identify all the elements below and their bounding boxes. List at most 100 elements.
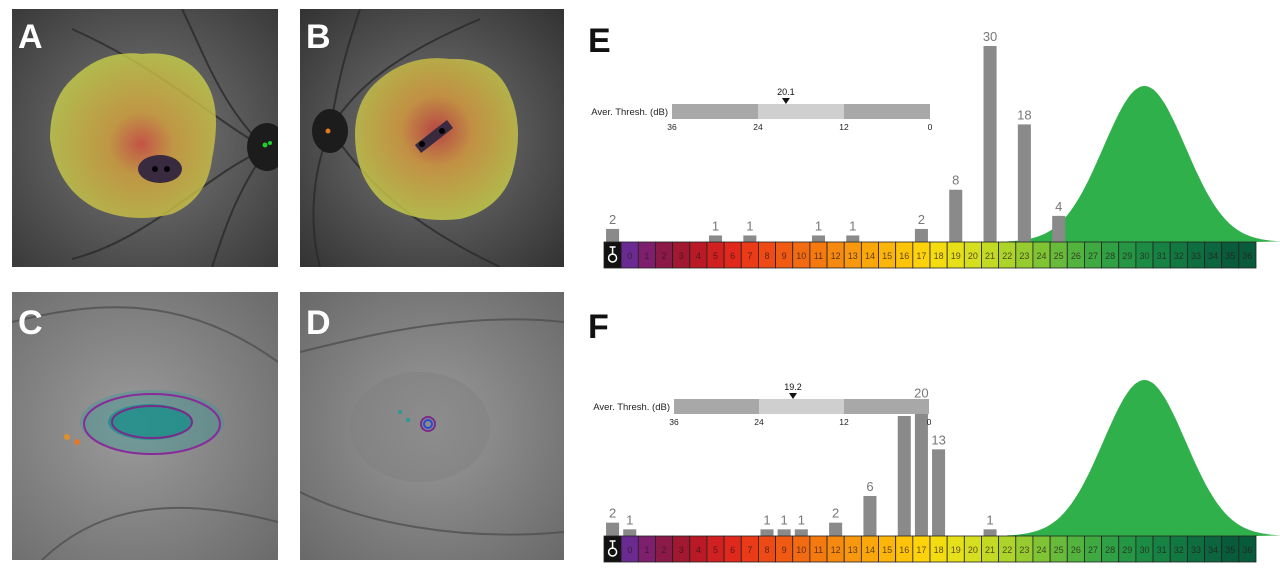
histogram-bar — [932, 449, 946, 536]
scale-tick-label: 26 — [1071, 251, 1081, 261]
avg-threshold-tick: 36 — [669, 417, 679, 427]
scale-tick-label: 22 — [1002, 251, 1012, 261]
scale-tick-label: 14 — [865, 251, 875, 261]
scale-tick-label: 34 — [1208, 545, 1218, 555]
histogram-bar — [949, 189, 963, 242]
scale-tick-label: 7 — [747, 545, 752, 555]
scale-tick-label: 21 — [985, 545, 995, 555]
avg-threshold-tick: 36 — [667, 122, 677, 132]
bar-value-label: 1 — [798, 512, 805, 527]
scale-cell — [1238, 241, 1257, 269]
histogram-bar — [743, 235, 757, 242]
scale-tick-label: 28 — [1105, 251, 1115, 261]
histogram-bar — [863, 496, 877, 536]
panel-d-label: D — [306, 304, 331, 342]
scale-tick-label: 25 — [1054, 545, 1064, 555]
histogram-bar — [829, 522, 843, 536]
scale-tick-label: 23 — [1019, 251, 1029, 261]
bar-value-label: 2 — [609, 506, 616, 521]
scale-tick-label: 20 — [968, 545, 978, 555]
histogram-f-svg: 2111126182013101234567891011121314151617… — [593, 380, 1280, 563]
bar-value-label: 1 — [763, 512, 770, 527]
avg-threshold-value: 19.2 — [784, 382, 802, 392]
scale-tick-label: 18 — [934, 545, 944, 555]
bar-value-label: 2 — [832, 506, 839, 521]
scale-tick-label: 12 — [831, 251, 841, 261]
scale-tick-label: 32 — [1174, 251, 1184, 261]
scale-tick-label: 5 — [713, 251, 718, 261]
histogram-bar — [794, 529, 808, 536]
scale-tick-label: 30 — [1139, 251, 1149, 261]
scale-tick-label: 11 — [814, 545, 823, 555]
avg-threshold-segment — [758, 104, 844, 119]
bar-value-label: 20 — [914, 386, 928, 401]
scale-tick-label: 26 — [1071, 545, 1081, 555]
scale-tick-label: 35 — [1225, 545, 1235, 555]
avg-threshold-tick: 24 — [753, 122, 763, 132]
scale-tick-label: 6 — [730, 545, 735, 555]
scale-tick-label: 29 — [1122, 545, 1132, 555]
scale-tick-label: 18 — [934, 251, 944, 261]
avg-threshold-segment — [844, 104, 930, 119]
scale-tick-label: 31 — [1157, 251, 1167, 261]
scale-cell — [1238, 535, 1257, 563]
scale-tick-label: 19 — [951, 545, 961, 555]
scale-tick-label: 4 — [696, 251, 701, 261]
histogram-bar — [623, 529, 637, 536]
scale-tick-label: 29 — [1122, 251, 1132, 261]
panel-a-fundus-image — [12, 9, 278, 267]
scale-tick-label: 24 — [1037, 545, 1047, 555]
bar-value-label: 18 — [1017, 107, 1031, 122]
bar-value-label: 2 — [918, 212, 925, 227]
histogram-f: 2111126182013101234567891011121314151617… — [580, 308, 1280, 564]
scale-tick-label: 1 — [644, 545, 649, 555]
scale-tick-label: 7 — [747, 251, 752, 261]
scale-tick-label: 27 — [1088, 545, 1098, 555]
panel-e-label: E — [588, 22, 611, 60]
histogram-bar — [709, 235, 723, 242]
scale-tick-label: 28 — [1105, 545, 1115, 555]
histogram-bar — [983, 46, 997, 242]
histogram-bar — [846, 235, 860, 242]
panel-d-fixation-image — [300, 292, 564, 560]
scale-tick-label: 19 — [951, 251, 961, 261]
histogram-bar — [914, 228, 928, 242]
histogram-bar — [777, 529, 791, 536]
bar-value-label: 8 — [952, 173, 959, 188]
scale-tick-label: 2 — [662, 545, 667, 555]
bar-value-label: 30 — [983, 29, 997, 44]
histogram-bar — [760, 529, 774, 536]
bar-value-label: 1 — [986, 512, 993, 527]
scale-tick-label: 31 — [1157, 545, 1167, 555]
scale-tick-label: 36 — [1242, 251, 1252, 261]
blind-spot-icon — [607, 540, 618, 557]
scale-tick-label: 27 — [1088, 251, 1098, 261]
scale-tick-label: 8 — [764, 251, 769, 261]
scale-tick-label: 21 — [985, 251, 995, 261]
avg-threshold-label: Aver. Thresh. (dB) — [593, 402, 670, 413]
scale-tick-label: 35 — [1225, 251, 1235, 261]
scale-tick-label: 33 — [1191, 545, 1201, 555]
avg-threshold-value: 20.1 — [777, 87, 795, 97]
scale-tick-label: 0 — [627, 545, 632, 555]
scale-tick-label: 36 — [1242, 545, 1252, 555]
scale-tick-label: 17 — [916, 251, 926, 261]
scale-tick-label: 13 — [848, 251, 858, 261]
avg-threshold-marker — [781, 98, 790, 104]
scale-tick-label: 5 — [713, 545, 718, 555]
avg-threshold-segment — [844, 399, 929, 414]
scale-tick-label: 10 — [796, 545, 806, 555]
scale-tick-label: 20 — [968, 251, 978, 261]
panel-c-fixation-image — [12, 292, 278, 560]
scale-tick-label: 12 — [831, 545, 841, 555]
scale-tick-label: 9 — [782, 251, 787, 261]
scale-tick-label: 13 — [848, 545, 858, 555]
bar-value-label: 1 — [781, 512, 788, 527]
scale-tick-label: 16 — [899, 251, 909, 261]
scale-tick-label: 33 — [1191, 251, 1201, 261]
blind-spot-icon — [607, 246, 618, 263]
scale-tick-label: 32 — [1174, 545, 1184, 555]
histogram-bar — [811, 235, 825, 242]
panel-a-label: A — [18, 18, 43, 56]
